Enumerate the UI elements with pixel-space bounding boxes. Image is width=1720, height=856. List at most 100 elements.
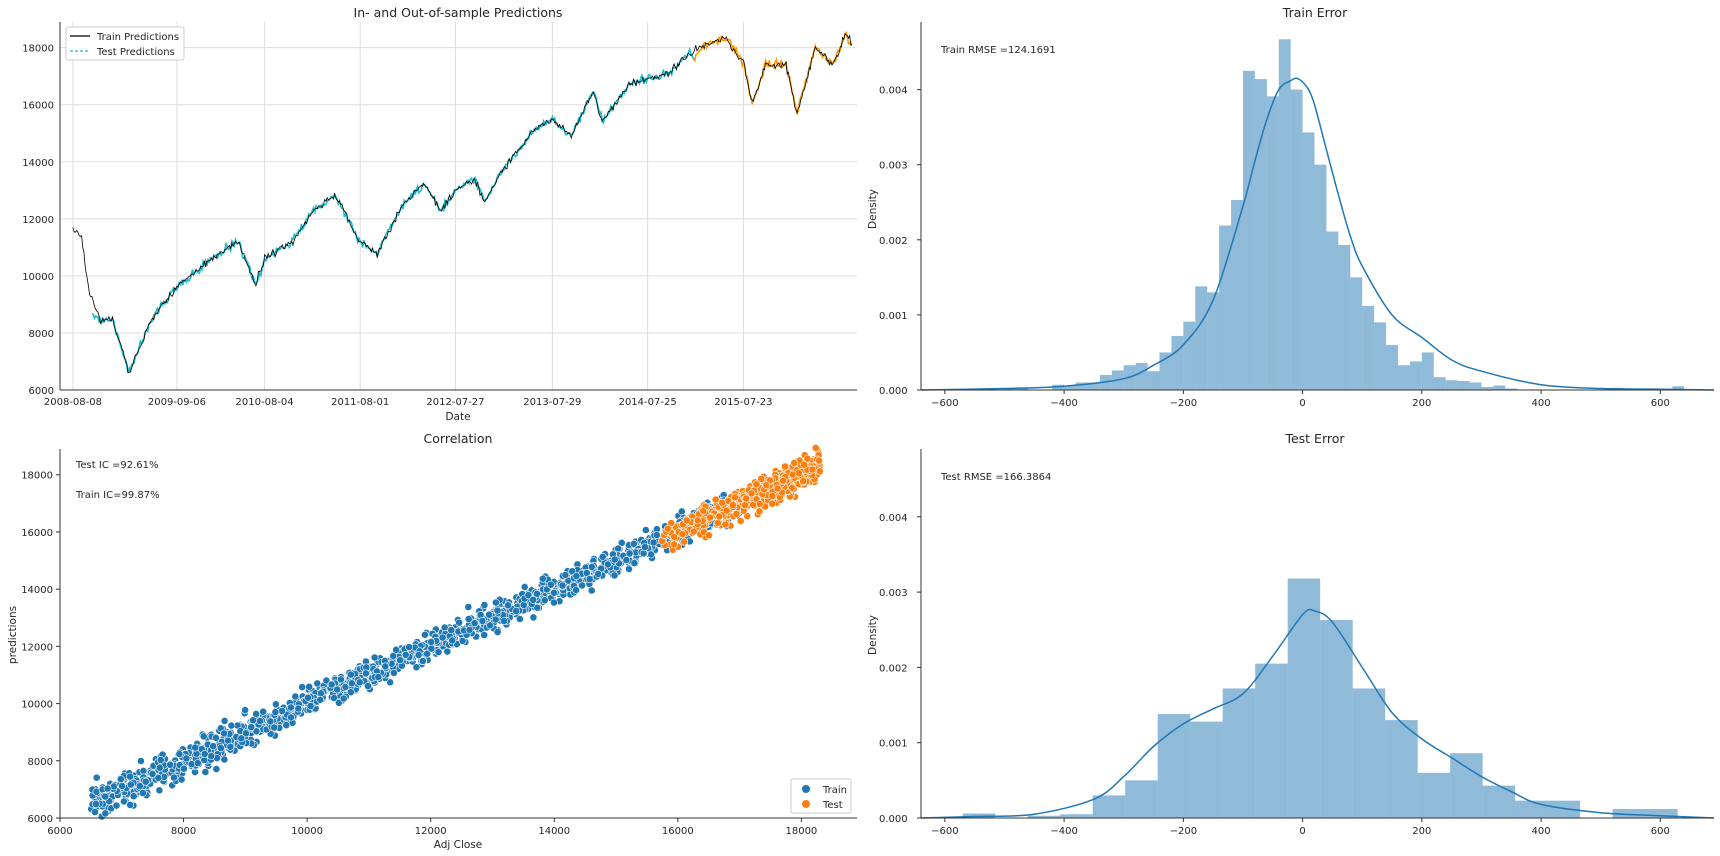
train-point [316,695,325,704]
train-point [220,717,229,725]
test-point [808,465,817,474]
x-axis-label: Adj Close [434,839,483,851]
train-point [361,669,370,678]
test-point [799,477,808,485]
histogram-bar [1190,721,1223,818]
train-point [455,618,463,627]
correlation-scatter: Correlation 6000 8000 10000 12000 14000 16000… [7,431,857,851]
train-point [414,651,423,659]
train-point [287,713,295,722]
train-point [336,675,345,684]
x-tick-label: 200 [1412,398,1431,409]
x-tick-label: 0 [1299,826,1305,837]
legend-box [65,26,185,61]
test-point [795,469,803,478]
legend-train-marker [802,785,810,793]
test-point [755,507,764,516]
histogram-bar [1314,164,1327,390]
histogram-bar [1326,231,1339,390]
train-point [101,809,110,818]
test-point [715,512,724,521]
train-point [191,743,200,752]
train-point [129,792,138,801]
train-point [540,596,549,605]
train-point [120,797,128,806]
test-point [699,507,708,516]
test-point [693,516,702,525]
histogram-bar [1027,815,1061,818]
y-tick-label: 0.004 [879,86,908,97]
test-point [711,495,720,504]
y-tick-label: 0.001 [879,311,908,322]
train-point [610,571,619,580]
histogram-bar [1076,382,1088,390]
test-point [815,467,824,476]
train-point [392,645,400,654]
train-point [533,589,541,598]
y-tick-label: 6000 [29,386,54,397]
histogram-bar [1016,388,1029,390]
train-point [199,732,208,741]
y-tick-label: 8000 [28,757,53,768]
x-tick-label: 0 [1299,398,1305,409]
histogram-bar [1374,322,1387,390]
y-tick-label: 18000 [22,44,54,55]
train-point [141,777,150,786]
histogram-bar [1612,808,1646,818]
legend-train-label: Train Predictions [96,32,179,43]
histogram-bars [962,578,1678,818]
train-point [486,621,494,630]
rmse-annotation: Test RMSE =166.3864 [940,472,1051,483]
kde-curve [920,608,1715,819]
test-point [721,520,730,529]
train-point [201,768,210,776]
train-point [126,780,135,789]
histogram-bar [1231,199,1243,390]
train-point [647,550,655,559]
train-point [649,538,658,547]
train-point [286,703,295,712]
histogram-bar [1195,286,1208,390]
train-point [177,775,186,784]
train-point [306,702,315,710]
histogram-bar [1064,385,1077,390]
x-tick-label: −200 [1170,398,1197,409]
test-point [743,512,752,520]
histogram-bar [1350,277,1363,390]
train-point [585,575,594,583]
y-axis-label: predictions [7,606,19,664]
train-point [322,676,331,685]
train-point [252,710,260,718]
train-point [278,707,286,715]
train-point [401,650,410,659]
legend-test-label: Test Predictions [96,47,175,58]
train-point [304,693,312,702]
histogram-bar [1135,362,1148,390]
train-point [622,556,631,564]
train-point [193,759,202,768]
legend-test-marker [802,800,810,808]
histogram-bar [1338,245,1351,390]
histogram-bar [1457,380,1470,390]
test-point [736,517,745,525]
train-point [533,603,542,612]
train-point [136,757,145,765]
train-point [464,603,473,611]
test-point [755,500,764,508]
test-point [680,537,689,546]
train-point [500,617,508,625]
train-point [170,773,178,782]
predictions-line-chart: In- and Out-of-sample Predictions 6000 80… [22,5,857,423]
train-point [587,586,596,595]
train-point [237,734,246,743]
train-point [538,574,547,583]
x-tick-label: 6000 [47,826,72,837]
train-point [156,756,165,764]
test-point [705,531,713,540]
train-point [282,721,291,730]
histogram-bar [1352,688,1386,818]
train-point [92,773,101,782]
histogram-bar [1547,800,1581,818]
test-point [663,524,672,533]
